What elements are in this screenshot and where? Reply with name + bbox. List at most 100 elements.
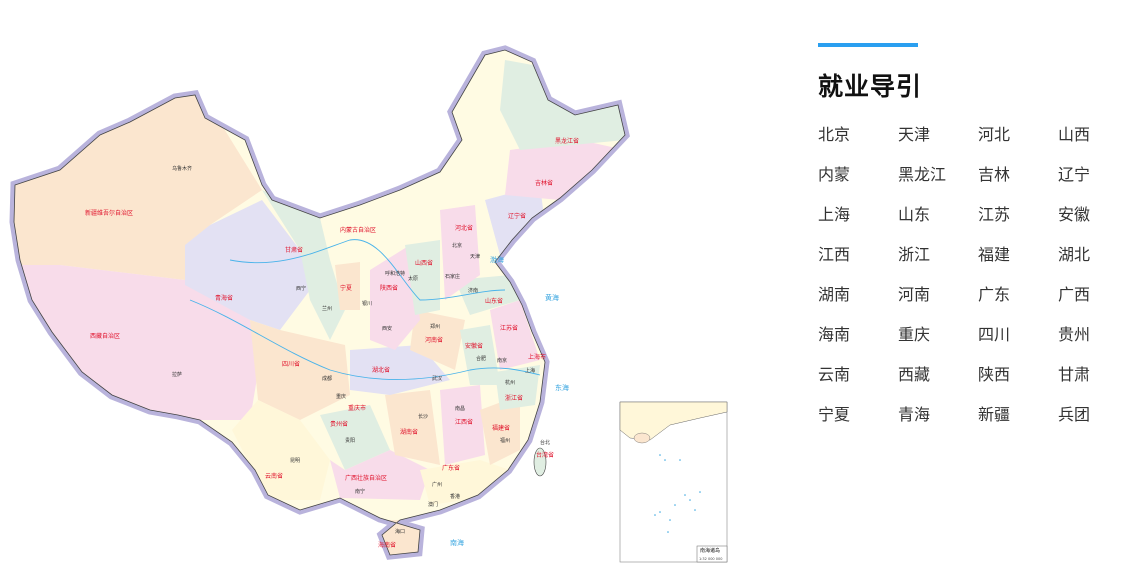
region-shanxi xyxy=(405,240,440,315)
city-label: 银川 xyxy=(362,300,372,307)
province-label: 福建省 xyxy=(492,424,510,432)
province-label: 甘肃省 xyxy=(285,246,303,254)
region-liaoning xyxy=(485,185,545,255)
region-taiwan xyxy=(533,447,547,477)
province-link[interactable]: 河北 xyxy=(978,125,1011,144)
city-label: 呼和浩特 xyxy=(385,270,405,277)
province-link[interactable]: 北京 xyxy=(818,125,851,144)
sea-label: 黄海 xyxy=(545,293,559,302)
city-label: 南昌 xyxy=(455,405,465,412)
province-link[interactable]: 浙江 xyxy=(898,245,931,264)
region-ningxia xyxy=(335,262,360,310)
region-hunan xyxy=(385,390,440,465)
province-label: 四川省 xyxy=(282,360,300,368)
city-label: 拉萨 xyxy=(172,371,182,378)
province-link[interactable]: 上海 xyxy=(818,205,851,224)
river-yellow xyxy=(229,239,506,301)
employment-guide-panel: 就业导引 北京 天津 河北 山西内蒙 黑龙江 吉林 辽宁上海 山东 江苏 安徽江西 浙江 福建 湖北湖南… xyxy=(818,43,1118,424)
province-label: 宁夏 xyxy=(340,284,352,292)
province-label: 山东省 xyxy=(485,297,503,305)
city-label: 广州 xyxy=(432,481,442,488)
province-link[interactable]: 山西 xyxy=(1058,125,1091,144)
province-link[interactable]: 重庆 xyxy=(898,325,931,344)
province-link[interactable]: 青海 xyxy=(898,405,931,424)
province-label: 江苏省 xyxy=(500,324,518,332)
province-link[interactable]: 江西 xyxy=(818,245,851,264)
province-link[interactable]: 甘肃 xyxy=(1058,365,1091,384)
city-label: 杭州 xyxy=(505,379,515,386)
region-guangxi xyxy=(330,450,430,500)
region-gansu xyxy=(262,190,345,340)
city-label: 乌鲁木齐 xyxy=(172,165,192,172)
province-link[interactable]: 云南 xyxy=(818,365,851,384)
sea-label: 渤海 xyxy=(490,255,504,264)
province-link[interactable]: 吉林 xyxy=(978,165,1011,184)
region-hubei xyxy=(350,345,450,395)
river-yangtze xyxy=(189,299,541,380)
province-link[interactable]: 天津 xyxy=(898,125,931,144)
province-label: 江西省 xyxy=(455,418,473,426)
page-title: 就业导引 xyxy=(818,72,923,101)
province-link[interactable]: 新疆 xyxy=(978,405,1011,424)
city-label: 北京 xyxy=(452,242,462,249)
province-label: 云南省 xyxy=(265,472,283,480)
region-henan xyxy=(410,310,465,370)
province-label: 重庆市 xyxy=(348,404,366,412)
province-link[interactable]: 广西 xyxy=(1058,285,1091,304)
region-shandong xyxy=(455,275,520,315)
province-label: 湖北省 xyxy=(372,366,390,374)
region-jilin xyxy=(505,140,625,200)
province-label: 辽宁省 xyxy=(508,212,526,220)
city-label: 天津 xyxy=(470,253,480,260)
province-link[interactable]: 陕西 xyxy=(978,365,1011,384)
province-link[interactable]: 西藏 xyxy=(898,365,931,384)
inset-title: 南海诸岛 xyxy=(700,547,720,554)
city-label: 昆明 xyxy=(290,458,300,464)
province-link[interactable]: 海南 xyxy=(818,325,851,344)
city-label: 郑州 xyxy=(430,323,440,330)
city-label: 南京 xyxy=(497,357,507,364)
city-label: 南宁 xyxy=(355,488,365,495)
city-label: 重庆 xyxy=(336,393,346,400)
city-label: 武汉 xyxy=(432,375,442,382)
city-label: 海口 xyxy=(395,528,405,535)
province-link[interactable]: 内蒙 xyxy=(818,165,851,184)
region-sichuan xyxy=(250,320,350,420)
province-link[interactable]: 河南 xyxy=(898,285,931,304)
inset-scale: 1:32 000 000 xyxy=(699,557,722,561)
province-link[interactable]: 山东 xyxy=(898,205,931,224)
province-link-grid: 北京 天津 河北 山西内蒙 黑龙江 吉林 辽宁上海 山东 江苏 安徽江西 浙江 福建 湖北湖南 河南 广东 广… xyxy=(818,123,1138,443)
province-label: 海南省 xyxy=(378,541,396,549)
province-link[interactable]: 广东 xyxy=(978,285,1011,304)
region-guangdong xyxy=(420,460,510,505)
region-zhejiang xyxy=(495,365,540,410)
province-link[interactable]: 湖南 xyxy=(818,285,851,304)
province-link[interactable]: 辽宁 xyxy=(1058,165,1091,184)
province-link[interactable]: 福建 xyxy=(978,245,1011,264)
province-label: 山西省 xyxy=(415,259,433,267)
province-link[interactable]: 湖北 xyxy=(1058,245,1091,264)
city-label: 太原 xyxy=(408,275,418,282)
province-link[interactable]: 宁夏 xyxy=(818,405,851,424)
province-link[interactable]: 四川 xyxy=(978,325,1011,344)
region-shaanxi xyxy=(370,245,420,350)
sea-labels: 渤海 黄海 东海 南海 xyxy=(450,255,569,547)
province-link[interactable]: 兵团 xyxy=(1058,405,1091,424)
title-accent-bar xyxy=(818,43,918,47)
province-link[interactable]: 黑龙江 xyxy=(898,165,947,184)
province-label: 内蒙古自治区 xyxy=(340,226,376,234)
city-label: 西安 xyxy=(382,325,392,332)
province-label: 台湾省 xyxy=(536,451,554,459)
province-link[interactable]: 江苏 xyxy=(978,205,1011,224)
city-label: 福州 xyxy=(500,437,510,444)
province-label: 新疆维吾尔自治区 xyxy=(85,209,133,217)
city-labels: 乌鲁木齐 拉萨 西宁 兰州 银川 呼和浩特 北京 天津 石家庄 太原 济南 西安… xyxy=(172,165,550,535)
city-label: 贵阳 xyxy=(345,437,355,444)
region-jiangxi xyxy=(440,385,485,465)
province-link[interactable]: 安徽 xyxy=(1058,205,1091,224)
city-label: 兰州 xyxy=(322,305,332,312)
region-fujian xyxy=(480,395,520,465)
province-link[interactable]: 贵州 xyxy=(1058,325,1091,344)
province-label: 西藏自治区 xyxy=(90,332,120,340)
china-map: 新疆维吾尔自治区 西藏自治区 青海省 甘肃省 内蒙古自治区 黑龙江省 吉林省 辽… xyxy=(0,0,728,563)
